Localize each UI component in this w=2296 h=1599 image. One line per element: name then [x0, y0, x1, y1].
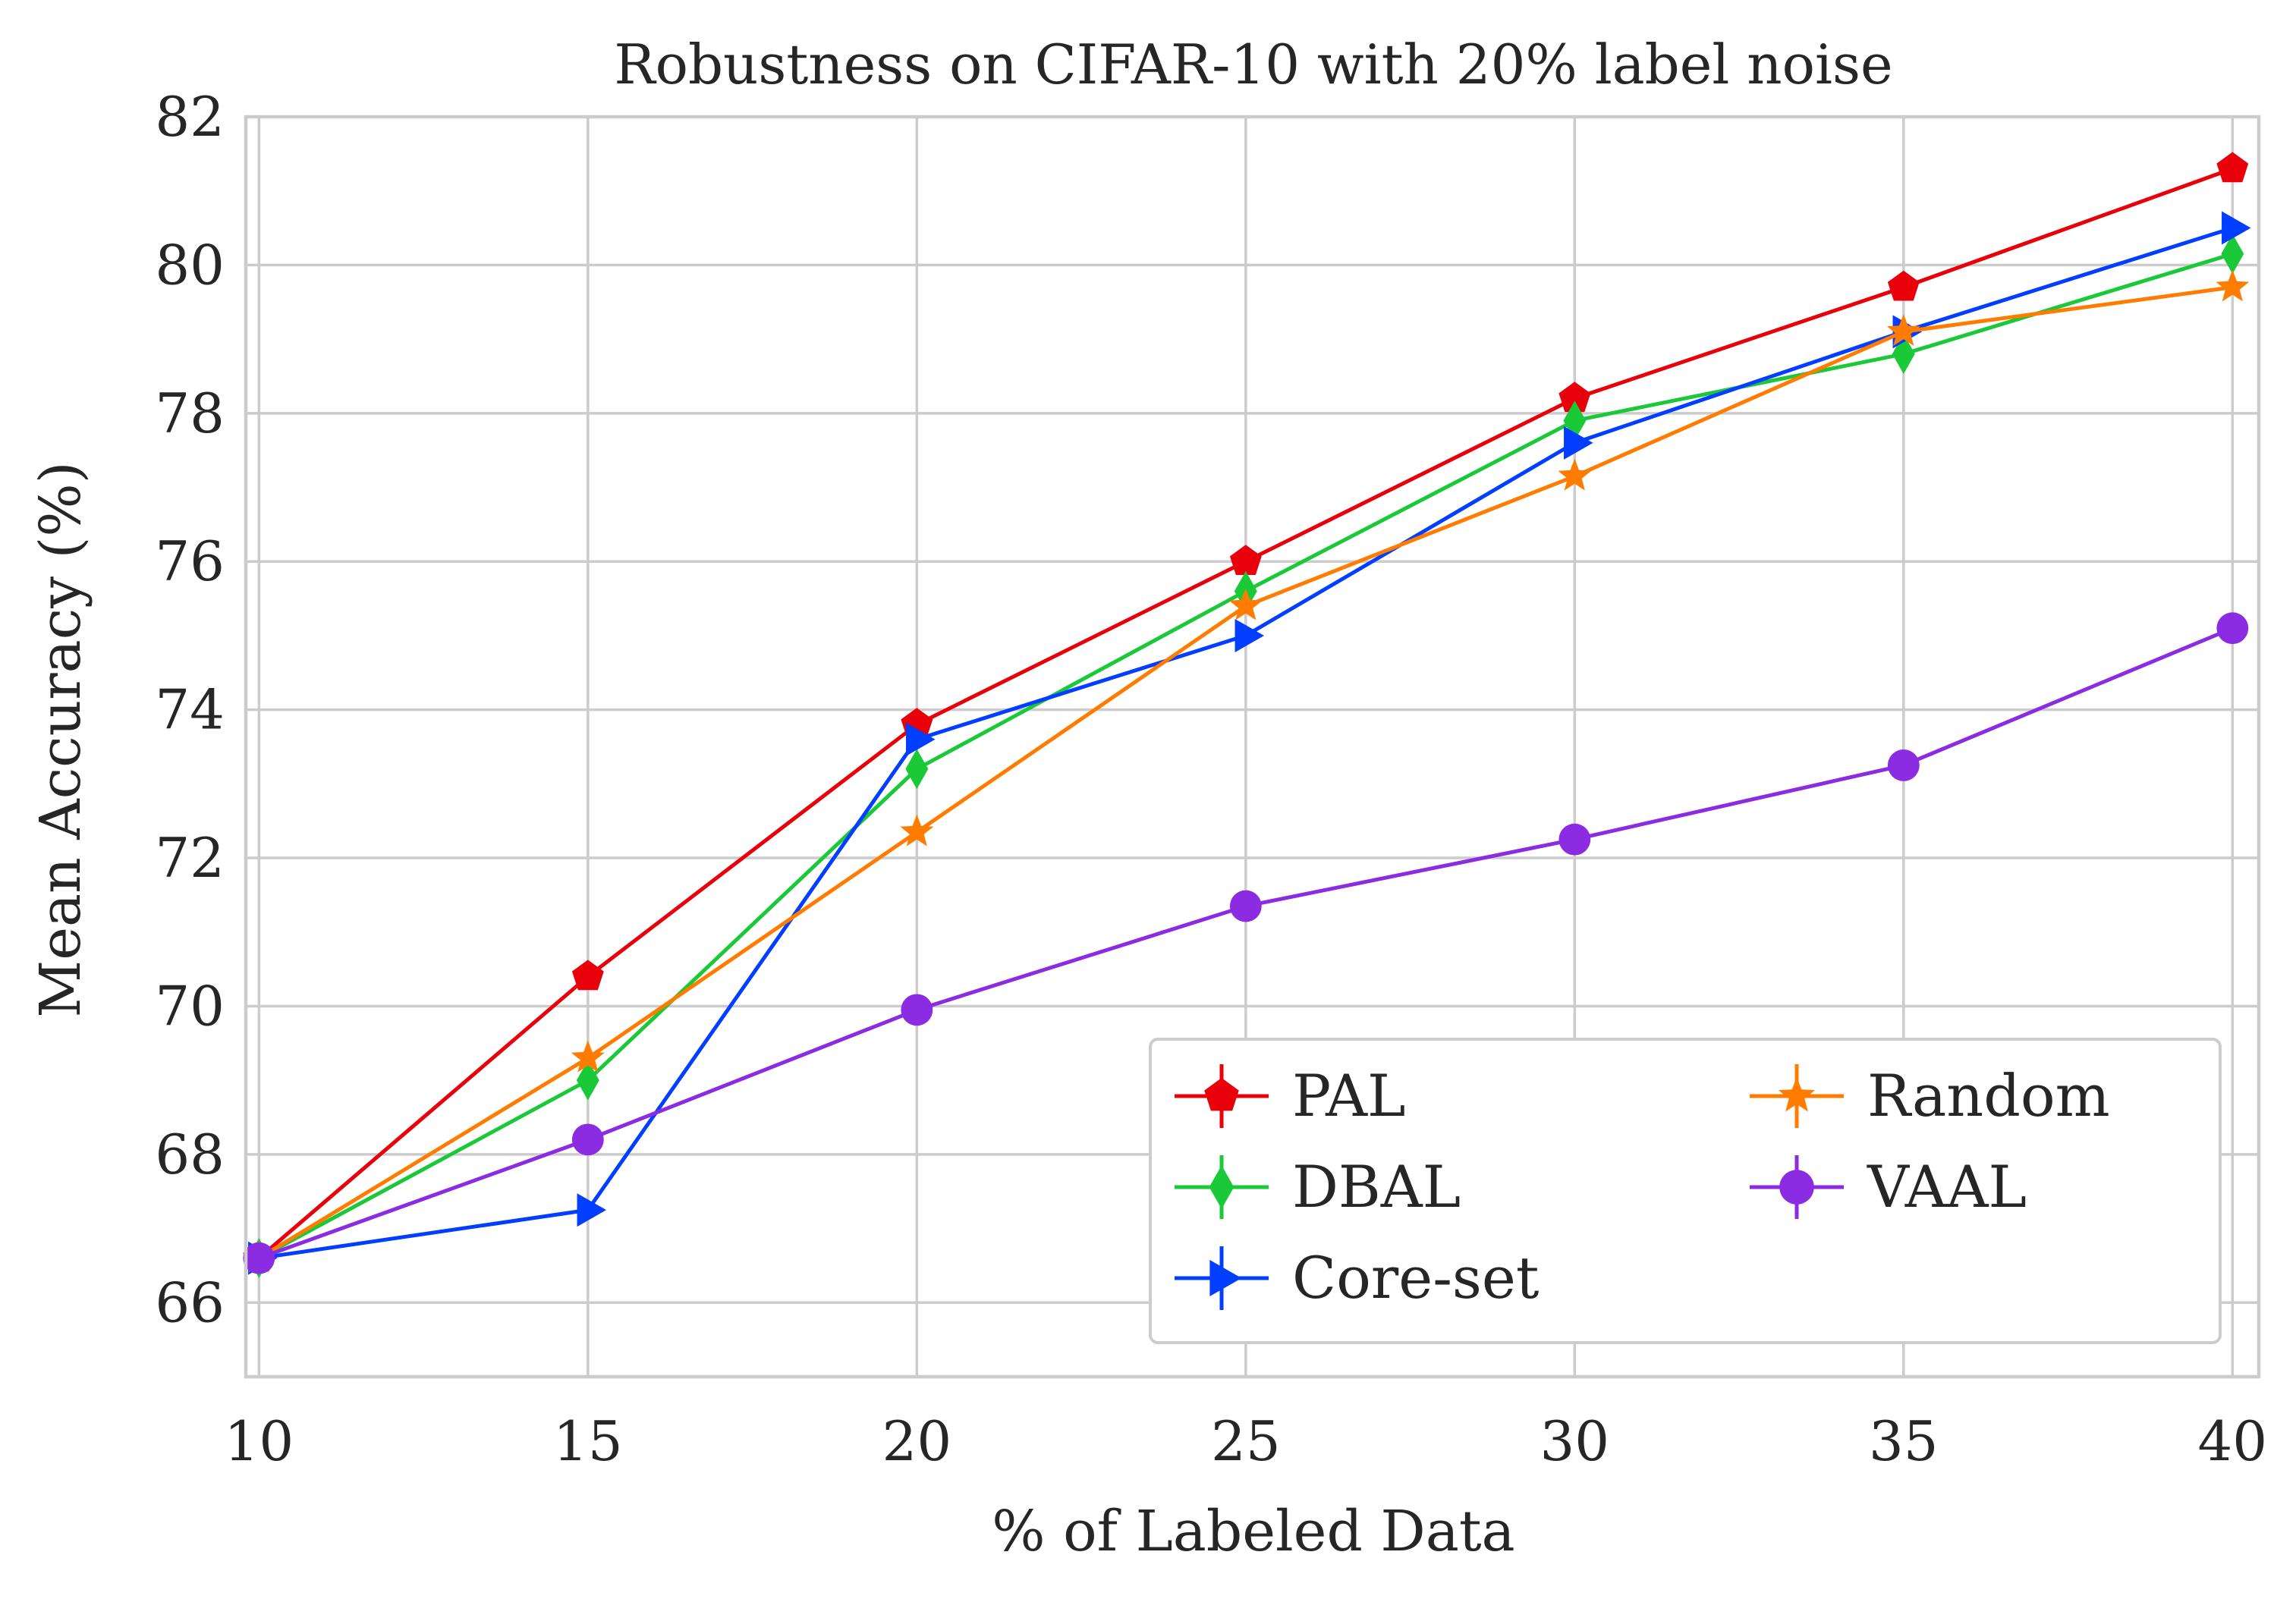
- y-tick-label: 82: [155, 85, 225, 149]
- y-tick-label: 78: [155, 382, 225, 445]
- legend-label-dbal: DBAL: [1292, 1153, 1461, 1220]
- data-point-vaal: [1887, 749, 1920, 781]
- data-point-pal: [571, 960, 604, 991]
- data-point-random: [900, 814, 934, 847]
- x-tick-label: 25: [1211, 1409, 1281, 1473]
- data-point-random: [2216, 269, 2250, 302]
- tick-labels: 10 15 20 25 30 35 40 66 68 70 72 74 76 78 80 82: [155, 85, 2267, 1473]
- y-axis-label: Mean Accuracy (%): [28, 461, 93, 1017]
- legend-item-pal: PAL: [1175, 1062, 1406, 1129]
- data-point-dbal: [576, 1060, 599, 1101]
- data-point-core-set: [1564, 426, 1593, 460]
- x-axis-label: % of Labeled Data: [992, 1499, 1514, 1564]
- y-tick-label: 70: [155, 974, 225, 1038]
- legend-label-random: Random: [1867, 1062, 2110, 1129]
- data-point-vaal: [901, 994, 933, 1026]
- x-tick-label: 40: [2198, 1409, 2268, 1473]
- data-point-vaal: [243, 1242, 275, 1274]
- y-tick-label: 80: [155, 233, 225, 297]
- legend-marker-vaal: [1779, 1170, 1814, 1205]
- legend: PAL DBAL Core-set Random VAAL: [1149, 1038, 2222, 1344]
- legend-marker-random: [1779, 1076, 1815, 1112]
- data-point-pal: [1229, 545, 1262, 575]
- series-vaal: [243, 612, 2249, 1274]
- plot-frame: [244, 115, 2261, 1379]
- series-layer: [242, 152, 2251, 1279]
- data-point-dbal: [905, 749, 929, 790]
- legend-item-core-set: Core-set: [1175, 1244, 1539, 1312]
- data-point-pal: [1558, 382, 1591, 413]
- data-point-vaal: [1229, 890, 1262, 922]
- data-point-dbal: [1563, 401, 1587, 441]
- x-tick-label: 35: [1869, 1409, 1939, 1473]
- data-point-pal: [1887, 270, 1920, 301]
- legend-label-pal: PAL: [1292, 1062, 1406, 1129]
- data-point-core-set: [1234, 618, 1265, 652]
- data-point-pal: [2216, 152, 2249, 183]
- legend-marker-dbal: [1209, 1165, 1234, 1209]
- data-point-random: [1228, 588, 1263, 620]
- legend-label-core-set: Core-set: [1292, 1244, 1539, 1312]
- data-point-core-set: [2222, 211, 2251, 245]
- y-tick-label: 72: [155, 826, 225, 890]
- legend-label-vaal: VAAL: [1867, 1153, 2027, 1220]
- y-tick-label: 74: [155, 678, 225, 742]
- legend-marker-core-set: [1209, 1260, 1242, 1296]
- legend-item-dbal: DBAL: [1175, 1153, 1461, 1220]
- data-point-vaal: [571, 1123, 604, 1156]
- y-tick-label: 76: [155, 529, 225, 593]
- x-tick-label: 10: [225, 1409, 294, 1473]
- data-point-core-set: [906, 722, 936, 756]
- legend-item-random: Random: [1750, 1062, 2110, 1129]
- data-point-dbal: [2221, 234, 2244, 275]
- data-point-vaal: [1558, 823, 1591, 856]
- legend-marker-pal: [1204, 1078, 1239, 1111]
- data-point-random: [1886, 314, 1920, 346]
- legend-box: [1149, 1038, 2222, 1344]
- x-tick-label: 15: [553, 1409, 623, 1473]
- data-point-random: [571, 1040, 605, 1073]
- data-point-vaal: [2216, 612, 2249, 645]
- data-point-random: [1558, 458, 1592, 491]
- y-tick-label: 68: [155, 1123, 225, 1186]
- y-tick-label: 66: [155, 1271, 225, 1334]
- data-point-core-set: [577, 1193, 607, 1227]
- chart-title: Robustness on CIFAR-10 with 20% label no…: [614, 33, 1892, 96]
- x-tick-label: 20: [882, 1409, 952, 1473]
- x-tick-label: 30: [1540, 1409, 1610, 1473]
- legend-item-vaal: VAAL: [1750, 1153, 2027, 1220]
